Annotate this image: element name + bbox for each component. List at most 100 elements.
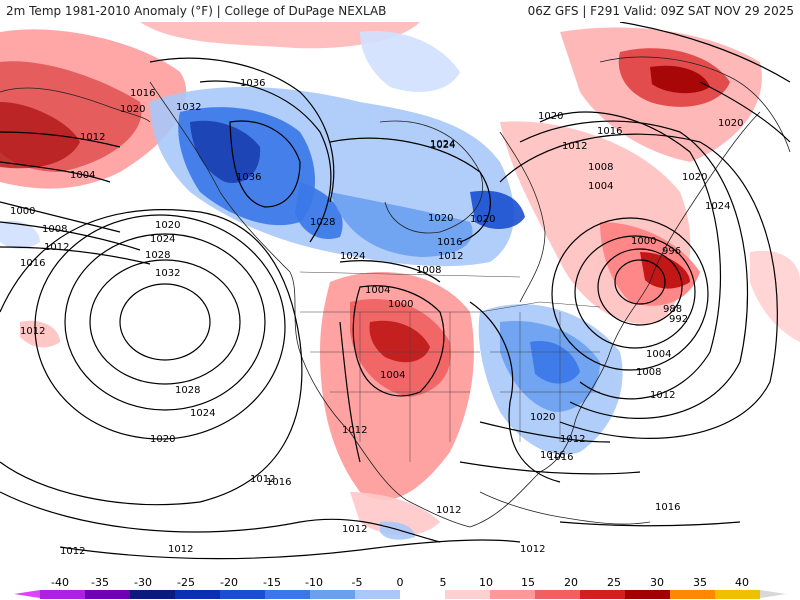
colorbar-tick: 20: [564, 576, 578, 589]
isobar-label: 1028: [145, 250, 170, 261]
colorbar-swatch: [535, 590, 580, 599]
isobar-label: 1008: [416, 265, 441, 276]
isobar-label: 1020: [530, 412, 555, 423]
colorbar-tick-labels: -40 -35 -30 -25 -20 -15 -10 -5 0 5 10 15…: [0, 576, 800, 590]
isobar-label: 1004: [365, 285, 390, 296]
colorbar-tick: -35: [91, 576, 109, 589]
colorbar-swatch: [265, 590, 310, 599]
colorbar-tick: 25: [607, 576, 621, 589]
colorbar-swatch: [445, 590, 490, 599]
isobar-label: 992: [669, 314, 688, 325]
isobar-label: 1016: [540, 450, 565, 461]
isobar-label: 1024: [340, 251, 365, 262]
isobar-label: 1024: [430, 140, 455, 151]
map-header: 2m Temp 1981-2010 Anomaly (°F) | College…: [0, 0, 800, 22]
isobar-label: 1012: [250, 474, 275, 485]
isobar-label: 1020: [428, 213, 453, 224]
isobar-label: 1012: [80, 132, 105, 143]
isobar-label: 1004: [380, 370, 405, 381]
isobar-label: 1028: [310, 217, 335, 228]
colorbar-swatch: [130, 590, 175, 599]
colorbar-tick: -15: [263, 576, 281, 589]
isobar-label: 1016: [130, 88, 155, 99]
isobar-label: 1012: [560, 434, 585, 445]
isobar-label: 1000: [388, 299, 413, 310]
anomaly-map: 1036 1016 1020 1032 1012 1004 1000 1008 …: [0, 22, 800, 574]
colorbar-swatches: [40, 590, 760, 599]
isobar-label: 1024: [150, 234, 175, 245]
colorbar-max-cap: [760, 590, 786, 598]
colorbar-tick: 15: [521, 576, 535, 589]
colorbar-swatch: [400, 590, 445, 599]
isobar-label: 1020: [150, 434, 175, 445]
colorbar-tick: -25: [177, 576, 195, 589]
cold-anomaly-regions: [0, 31, 623, 540]
isobar-label: 1036: [240, 78, 265, 89]
colorbar-swatch: [40, 590, 85, 599]
isobar-label: 996: [662, 246, 681, 257]
isobar-label: 1004: [70, 170, 95, 181]
isobar-label: 1036: [236, 172, 261, 183]
colorbar-swatch: [220, 590, 265, 599]
isobar-label: 1004: [588, 181, 613, 192]
colorbar-swatch: [175, 590, 220, 599]
colorbar-tick: -10: [305, 576, 323, 589]
colorbar-swatch: [490, 590, 535, 599]
isobar-label: 1020: [682, 172, 707, 183]
isobar-label: 1024: [190, 408, 215, 419]
map-title: 2m Temp 1981-2010 Anomaly (°F) | College…: [6, 4, 387, 18]
colorbar-swatch: [580, 590, 625, 599]
colorbar-tick: 35: [693, 576, 707, 589]
isobar-label: 1008: [42, 224, 67, 235]
anomaly-map-svg: 1036 1016 1020 1032 1012 1004 1000 1008 …: [0, 22, 800, 574]
colorbar-tick: 5: [439, 576, 447, 589]
isobar-label: 1012: [20, 326, 45, 337]
temperature-anomaly-colorbar: -40 -35 -30 -25 -20 -15 -10 -5 0 5 10 15…: [0, 574, 800, 600]
isobar-label: 1032: [155, 268, 180, 279]
isobar-label: 1024: [430, 139, 455, 150]
model-run-info: 06Z GFS | F291 Valid: 09Z SAT NOV 29 202…: [527, 4, 794, 18]
isobar-label: 1000: [631, 236, 656, 247]
colorbar-swatch: [715, 590, 760, 599]
isobar-label: 1016: [548, 452, 573, 463]
colorbar-tick: 10: [479, 576, 493, 589]
isobar-label: 1012: [520, 544, 545, 555]
isobar-label: 1016: [437, 237, 462, 248]
isobar-label: 1016: [266, 477, 291, 488]
pressure-labels: 1036 1016 1020 1032 1012 1004 1000 1008 …: [10, 78, 743, 557]
isobar-label: 1020: [470, 214, 495, 225]
isobar-label: 1016: [20, 258, 45, 269]
isobar-label: 1000: [10, 206, 35, 217]
isobar-label: 1020: [538, 111, 563, 122]
isobar-label: 1032: [176, 102, 201, 113]
isobar-label: 1012: [168, 544, 193, 555]
colorbar-tick: -20: [220, 576, 238, 589]
isobar-label: 1028: [175, 385, 200, 396]
colorbar-swatch: [355, 590, 400, 599]
isobar-label: 1012: [436, 505, 461, 516]
colorbar-tick: -5: [351, 576, 363, 589]
colorbar-tick: 40: [735, 576, 749, 589]
isobar-label: 1004: [646, 349, 671, 360]
isobar-label: 1016: [597, 126, 622, 137]
isobar-label: 988: [663, 304, 682, 315]
colorbar-tick: 0: [396, 576, 404, 589]
isobar-label: 1020: [155, 220, 180, 231]
colorbar-min-cap: [14, 590, 40, 598]
isobar-label: 1012: [650, 390, 675, 401]
colorbar-swatch: [670, 590, 715, 599]
isobar-label: 1012: [44, 242, 69, 253]
isobar-label: 1012: [562, 141, 587, 152]
isobar-label: 1012: [438, 251, 463, 262]
colorbar-swatch: [625, 590, 670, 599]
isobar-label: 1012: [342, 524, 367, 535]
isobar-label: 1012: [60, 546, 85, 557]
isobar-label: 1020: [718, 118, 743, 129]
isobar-label: 1008: [588, 162, 613, 173]
isobar-label: 1008: [636, 367, 661, 378]
isobars: [0, 22, 791, 560]
isobar-label: 1024: [705, 201, 730, 212]
colorbar-tick: 30: [650, 576, 664, 589]
isobar-label: 1016: [655, 502, 680, 513]
isobar-label: 1012: [342, 425, 367, 436]
